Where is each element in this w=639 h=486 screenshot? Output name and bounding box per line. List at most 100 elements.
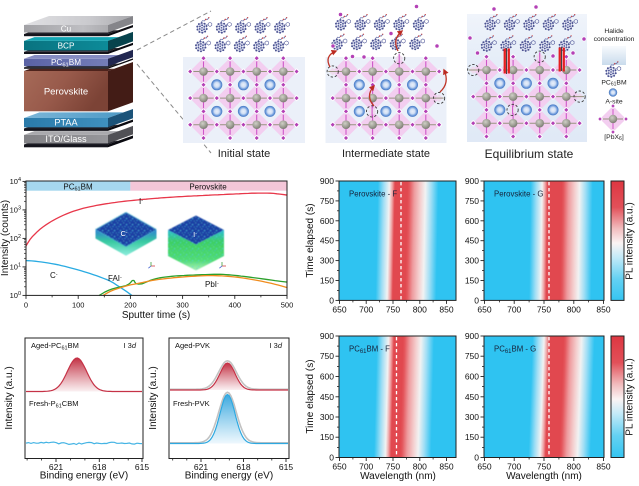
svg-text:615: 615	[135, 462, 149, 472]
svg-text:Intensity (counts): Intensity (counts)	[0, 200, 11, 276]
svg-text:I-: I-	[139, 197, 143, 206]
svg-text:Intermediate state: Intermediate state	[342, 148, 430, 160]
svg-text:450: 450	[320, 392, 334, 402]
svg-text:850: 850	[439, 462, 453, 472]
svg-text:450: 450	[465, 392, 479, 402]
svg-text:650: 650	[477, 462, 491, 472]
svg-text:Halide: Halide	[604, 28, 623, 35]
svg-text:FAI-: FAI-	[108, 274, 122, 283]
svg-text:700: 700	[359, 304, 373, 314]
svg-text:Wavelength (nm): Wavelength (nm)	[360, 471, 436, 481]
svg-text:Sputter time (s): Sputter time (s)	[122, 310, 190, 321]
svg-text:300: 300	[176, 301, 189, 310]
svg-text:A-site: A-site	[605, 99, 623, 106]
svg-text:PTAA: PTAA	[54, 117, 78, 127]
svg-text:150: 150	[320, 432, 334, 442]
svg-text:Aged-PC61BM: Aged-PC61BM	[31, 341, 79, 351]
svg-text:750: 750	[386, 304, 400, 314]
svg-text:101: 101	[10, 262, 21, 271]
svg-text:700: 700	[359, 462, 373, 472]
svg-text:600: 600	[320, 372, 334, 382]
svg-text:750: 750	[465, 351, 479, 361]
svg-text:750: 750	[386, 462, 400, 472]
svg-text:concentration: concentration	[594, 36, 635, 43]
svg-text:Perovskite - F: Perovskite - F	[349, 190, 397, 199]
svg-text:Intensity (a.u.): Intensity (a.u.)	[4, 366, 15, 429]
svg-text:Perovskite: Perovskite	[44, 87, 88, 98]
svg-text:0: 0	[24, 301, 28, 310]
svg-text:650: 650	[332, 304, 346, 314]
svg-text:PL intensity (a.u.): PL intensity (a.u.)	[625, 358, 636, 435]
svg-text:450: 450	[465, 236, 479, 246]
svg-text:0: 0	[474, 295, 479, 305]
svg-text:300: 300	[320, 412, 334, 422]
svg-text:150: 150	[465, 276, 479, 286]
svg-text:500: 500	[281, 301, 294, 310]
svg-text:600: 600	[465, 216, 479, 226]
svg-text:618: 618	[92, 462, 106, 472]
svg-text:618: 618	[236, 462, 250, 472]
svg-text:Wavelength (nm): Wavelength (nm)	[506, 471, 582, 481]
svg-text:400: 400	[229, 301, 242, 310]
svg-text:Time elapsed (s): Time elapsed (s)	[305, 203, 316, 277]
svg-text:103: 103	[10, 205, 21, 214]
svg-text:621: 621	[194, 462, 208, 472]
svg-text:900: 900	[320, 176, 334, 186]
svg-text:100: 100	[72, 301, 85, 310]
svg-text:PC61BM - F: PC61BM - F	[349, 345, 390, 355]
svg-text:104: 104	[10, 177, 21, 186]
svg-text:Initial state: Initial state	[218, 148, 271, 160]
svg-text:650: 650	[332, 462, 346, 472]
svg-text:PC61BM: PC61BM	[63, 182, 93, 192]
svg-text:[PbX6]: [PbX6]	[604, 134, 624, 142]
svg-text:I 3d: I 3d	[123, 341, 136, 350]
svg-text:900: 900	[320, 331, 334, 341]
svg-text:I-: I-	[193, 230, 197, 239]
svg-text:700: 700	[507, 462, 521, 472]
svg-text:600: 600	[465, 372, 479, 382]
svg-text:0: 0	[474, 453, 479, 463]
svg-text:300: 300	[320, 256, 334, 266]
svg-text:C-: C-	[50, 271, 58, 280]
svg-text:Time elapsed (s): Time elapsed (s)	[305, 359, 316, 433]
svg-text:BCP: BCP	[58, 42, 75, 51]
svg-text:Intensity (a.u.): Intensity (a.u.)	[148, 366, 159, 429]
svg-text:800: 800	[413, 462, 427, 472]
svg-text:PC61BM: PC61BM	[601, 80, 627, 88]
svg-text:PC61BM: PC61BM	[51, 58, 81, 69]
svg-text:150: 150	[320, 276, 334, 286]
svg-text:Aged-PVK: Aged-PVK	[175, 341, 210, 350]
svg-text:800: 800	[413, 304, 427, 314]
svg-text:650: 650	[477, 304, 491, 314]
svg-text:450: 450	[320, 236, 334, 246]
svg-text:PL intensity (a.u.): PL intensity (a.u.)	[625, 202, 636, 279]
svg-text:850: 850	[596, 304, 610, 314]
svg-text:Perovskite: Perovskite	[189, 182, 227, 191]
svg-text:Cu: Cu	[61, 25, 72, 34]
svg-text:Fresh-PVK: Fresh-PVK	[173, 399, 210, 408]
svg-text:PbI-: PbI-	[205, 280, 219, 289]
svg-text:Fresh-P61CBM: Fresh-P61CBM	[29, 399, 78, 409]
svg-text:750: 750	[320, 196, 334, 206]
svg-text:Binding energy (eV): Binding energy (eV)	[40, 471, 128, 482]
svg-text:800: 800	[567, 462, 581, 472]
svg-text:750: 750	[537, 304, 551, 314]
svg-text:621: 621	[49, 462, 63, 472]
svg-text:850: 850	[596, 462, 610, 472]
svg-text:615: 615	[279, 462, 293, 472]
svg-text:102: 102	[10, 234, 21, 243]
svg-text:900: 900	[465, 176, 479, 186]
svg-text:PC61BM - G: PC61BM - G	[494, 345, 536, 355]
svg-text:Perovskite - G: Perovskite - G	[494, 190, 543, 199]
svg-text:C-: C-	[120, 229, 127, 238]
svg-text:700: 700	[507, 304, 521, 314]
svg-text:100: 100	[10, 291, 21, 300]
svg-text:750: 750	[465, 196, 479, 206]
svg-text:150: 150	[465, 432, 479, 442]
svg-text:850: 850	[439, 304, 453, 314]
svg-text:200: 200	[124, 301, 137, 310]
svg-text:600: 600	[320, 216, 334, 226]
svg-text:ITO/Glass: ITO/Glass	[45, 134, 87, 144]
svg-text:Equilibrium state: Equilibrium state	[485, 147, 574, 161]
svg-text:800: 800	[567, 304, 581, 314]
